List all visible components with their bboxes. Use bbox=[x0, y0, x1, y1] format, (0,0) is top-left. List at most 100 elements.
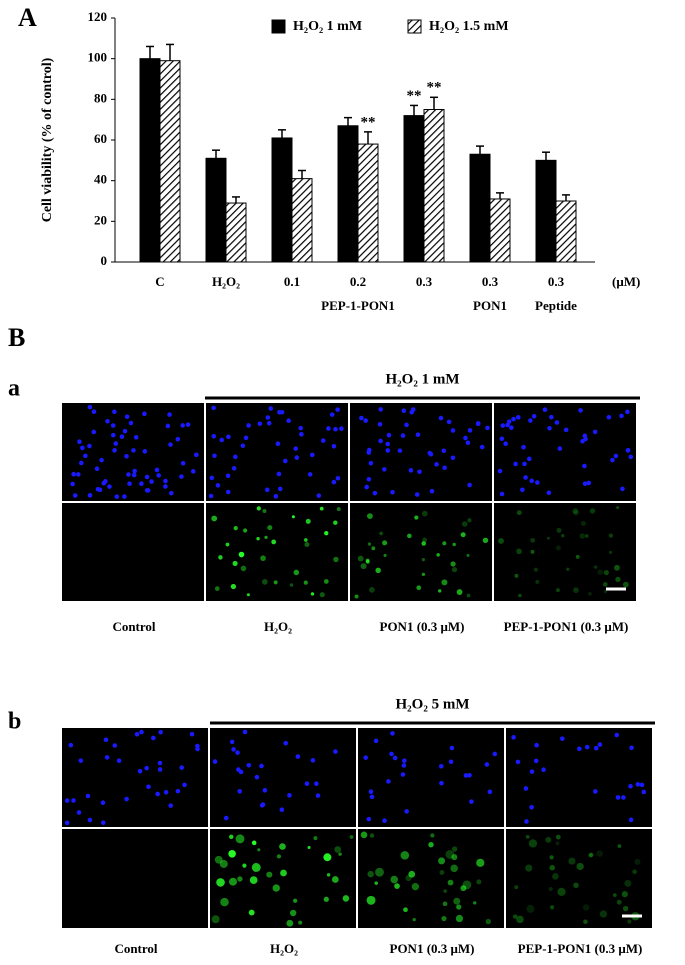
y-tick-label: 80 bbox=[94, 90, 107, 105]
cell-dot bbox=[609, 550, 613, 554]
cell-dot bbox=[369, 587, 375, 593]
x-tick-label: 0.1 bbox=[284, 274, 300, 289]
error-bar bbox=[430, 96, 438, 110]
cell-dot bbox=[366, 513, 373, 520]
cell-dot bbox=[323, 579, 329, 584]
cell-dot bbox=[257, 421, 263, 427]
cell-dot bbox=[133, 435, 139, 440]
cell-dot bbox=[628, 783, 633, 789]
cell-dot bbox=[620, 486, 625, 492]
cell-dot bbox=[441, 448, 447, 454]
cell-dot bbox=[400, 772, 406, 777]
cell-dot bbox=[225, 489, 231, 495]
cell-dot bbox=[323, 853, 332, 862]
cell-dot bbox=[584, 744, 590, 750]
cell-dot bbox=[112, 409, 117, 415]
cell-dot bbox=[382, 540, 388, 546]
cell-dot bbox=[259, 763, 264, 769]
cell-dot bbox=[588, 591, 592, 596]
cell-dot bbox=[155, 791, 160, 797]
group-label: PEP-1-PON1 bbox=[321, 298, 395, 313]
cell-dot bbox=[625, 448, 631, 453]
cell-dot bbox=[72, 493, 78, 498]
cell-dot bbox=[78, 460, 84, 466]
cell-dot bbox=[122, 494, 127, 499]
cell-dot bbox=[323, 896, 329, 902]
cell-dot bbox=[365, 559, 370, 564]
cell-dot bbox=[386, 779, 391, 784]
cell-dot bbox=[555, 834, 561, 840]
cell-dot bbox=[240, 443, 246, 449]
cell-dot bbox=[411, 883, 420, 891]
cell-dot bbox=[442, 465, 447, 471]
cell-dot bbox=[220, 897, 229, 907]
cell-dot bbox=[100, 800, 106, 806]
cell-dot bbox=[190, 469, 196, 474]
cell-dot bbox=[114, 494, 120, 499]
cell-dot bbox=[556, 527, 562, 533]
cell-dot bbox=[223, 815, 229, 821]
cell-dot bbox=[453, 897, 461, 905]
cell-dot bbox=[511, 416, 516, 422]
cell-dot bbox=[293, 569, 300, 576]
cell-dot bbox=[259, 803, 265, 808]
cell-dot bbox=[583, 919, 588, 925]
cell-dot bbox=[175, 436, 181, 442]
column-label: PON1 (0.3 μM) bbox=[380, 619, 465, 634]
cell-dot bbox=[603, 569, 609, 576]
cell-dot bbox=[368, 789, 374, 795]
cell-dot bbox=[189, 731, 195, 737]
cell-dot bbox=[442, 541, 447, 546]
cell-dot bbox=[613, 453, 619, 459]
cell-dot bbox=[293, 446, 298, 451]
cell-dot bbox=[335, 407, 340, 412]
y-tick-label: 100 bbox=[88, 50, 108, 65]
cell-dot bbox=[524, 819, 529, 824]
cell-dot bbox=[592, 429, 598, 435]
cell-dot bbox=[298, 920, 303, 925]
cell-dot bbox=[87, 493, 93, 498]
cell-dot bbox=[359, 415, 364, 421]
cell-dot bbox=[614, 732, 620, 738]
cell-dot bbox=[261, 578, 268, 585]
cell-dot bbox=[299, 431, 304, 437]
cell-dot bbox=[134, 731, 140, 737]
cell-dot bbox=[408, 870, 416, 878]
cell-dot bbox=[124, 414, 130, 420]
cell-dot bbox=[289, 583, 294, 587]
cell-dot bbox=[467, 518, 472, 523]
cell-dot bbox=[315, 793, 321, 798]
cell-dot bbox=[436, 553, 440, 557]
cell-dot bbox=[421, 572, 426, 577]
cell-dot bbox=[421, 541, 426, 546]
cell-dot bbox=[366, 816, 372, 822]
cell-dot bbox=[452, 542, 456, 547]
x-tick-label: C bbox=[155, 274, 164, 289]
cell-dot bbox=[91, 429, 97, 435]
group-label: Peptide bbox=[535, 298, 577, 313]
cell-dot bbox=[404, 809, 409, 814]
cell-dot bbox=[428, 842, 434, 848]
x-tick-label: 0.2 bbox=[350, 274, 366, 289]
error-bar bbox=[496, 192, 504, 199]
cell-dot bbox=[450, 428, 456, 433]
cell-dot bbox=[163, 790, 169, 795]
cell-dot bbox=[333, 520, 338, 525]
cell-dot bbox=[385, 441, 390, 447]
cell-dot bbox=[557, 887, 566, 897]
cell-dot bbox=[526, 456, 532, 462]
cell-dot bbox=[266, 420, 272, 426]
cell-dot bbox=[212, 453, 217, 459]
cell-dot bbox=[363, 755, 369, 760]
bar bbox=[291, 178, 313, 263]
cell-dot bbox=[467, 482, 472, 488]
cell-dot bbox=[438, 763, 444, 769]
cell-dot bbox=[608, 533, 614, 538]
cell-dot bbox=[559, 736, 565, 741]
cell-dot bbox=[516, 510, 522, 516]
cell-dot bbox=[99, 457, 104, 463]
cell-dot bbox=[450, 455, 456, 461]
cell-dot bbox=[251, 863, 261, 872]
cell-dot bbox=[515, 759, 521, 765]
cell-dot bbox=[628, 817, 634, 823]
